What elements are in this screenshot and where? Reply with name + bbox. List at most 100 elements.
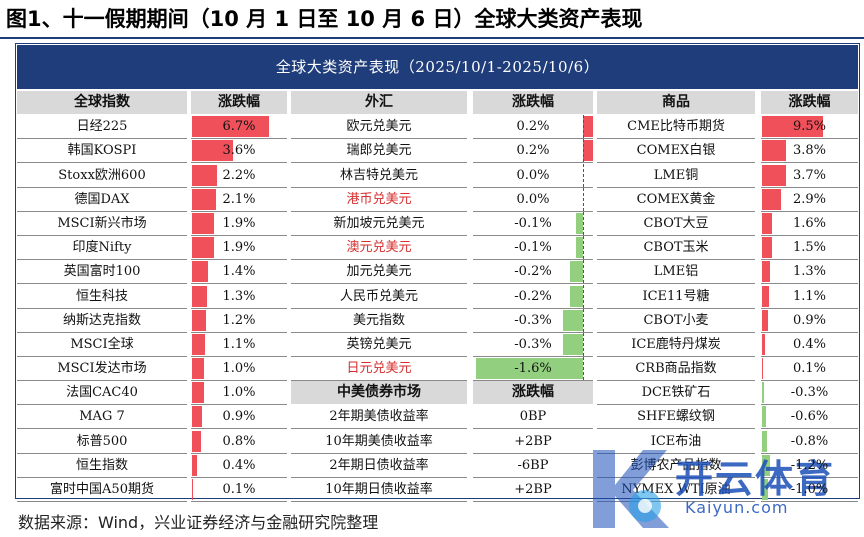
commodities-row-name: 彭博农产品指数 xyxy=(597,454,755,478)
table-row: 韩国KOSPI 3.6% xyxy=(17,139,287,164)
table-row: 恒生指数 0.4% xyxy=(17,454,287,478)
commodities-row-value: 1.5% xyxy=(792,240,827,256)
fx-row-change: 0.0% xyxy=(473,163,593,188)
equity-row-value: 0.4% xyxy=(222,457,256,473)
commodities-bar xyxy=(762,164,786,186)
equity-row-change: 1.1% xyxy=(191,333,287,357)
table-row: 林吉特兑美元 0.0% xyxy=(291,163,593,188)
fx-bar xyxy=(562,309,583,331)
commodities-row-name: CBOT大豆 xyxy=(597,212,755,236)
equity-row-name: 标普500 xyxy=(17,430,187,454)
equity-row-name: 日经225 xyxy=(17,115,187,140)
fx-row-value: 0.2% xyxy=(516,143,550,159)
table-frame xyxy=(15,43,860,499)
table-row: COMEX黄金 2.9% xyxy=(597,188,858,212)
fx-zero-line xyxy=(583,187,584,211)
fx-bar xyxy=(576,237,583,259)
table-row: LME铝 1.3% xyxy=(597,260,858,285)
table-row: CME比特币期货 9.5% xyxy=(597,115,858,140)
table-row: COMEX白银 3.8% xyxy=(597,139,858,164)
commodities-row-name: ICE鹿特丹煤炭 xyxy=(597,333,755,357)
table-row: 日元兑美元 -1.6% xyxy=(291,357,593,382)
table-row: Stoxx欧洲600 2.2% xyxy=(17,164,287,188)
equity-row-change: 1.0% xyxy=(191,381,287,406)
fx-row-value: -0.1% xyxy=(514,240,552,256)
table-row: 2年期美债收益率 0BP xyxy=(291,405,593,430)
equity-row-change: 2.1% xyxy=(191,188,287,212)
commodities-bar xyxy=(762,237,772,259)
equity-row-value: 1.9% xyxy=(222,240,256,256)
equity-bar xyxy=(192,479,194,500)
fx-row-value: -1.6% xyxy=(514,361,552,377)
fx-bar xyxy=(475,358,583,380)
fx-zero-line xyxy=(583,236,584,260)
commodities-row-change: -0.6% xyxy=(761,405,858,430)
table-row: 德国DAX 2.1% xyxy=(17,188,287,212)
fx-row-value: -0.3% xyxy=(514,336,552,352)
commodities-row-change: 2.9% xyxy=(761,188,858,212)
equity-row-value: 1.0% xyxy=(222,361,256,377)
commodities-row-change: 0.1% xyxy=(761,357,858,382)
equity-bar xyxy=(192,237,214,259)
commodities-row-value: 2.9% xyxy=(792,191,827,207)
commodities-row-value: 3.7% xyxy=(792,167,827,183)
commodity-table: 商品 涨跌幅 CME比特币期货 9.5% COMEX白银 3.8% LME铜 3.7% COME… xyxy=(597,91,858,502)
equity-row-value: 1.4% xyxy=(222,264,256,280)
fx-row-name: 欧元兑美元 xyxy=(291,115,467,140)
equity-bar xyxy=(192,358,204,380)
equity-row-value: 1.2% xyxy=(222,312,256,328)
commodities-row-change: 1.1% xyxy=(761,285,858,309)
commodities-row-value: -0.3% xyxy=(790,385,829,401)
equity-row-change: 0.4% xyxy=(191,454,287,478)
fx-row-change: -0.2% xyxy=(473,260,593,285)
equity-row-name: MSCI发达市场 xyxy=(17,357,187,382)
table-row: 英镑兑美元 -0.3% xyxy=(291,332,593,357)
commodities-row-change: 3.8% xyxy=(761,139,858,164)
fx-row-value: -0.1% xyxy=(514,215,552,231)
fx-bar xyxy=(569,285,583,307)
equity-row-change: 0.1% xyxy=(191,478,287,502)
equity-bar xyxy=(192,430,202,452)
bonds-row-change: +2BP xyxy=(473,478,593,502)
commodities-header-name: 商品 xyxy=(597,91,755,114)
commodities-row-name: LME铝 xyxy=(597,260,755,285)
fx-row-name: 英镑兑美元 xyxy=(291,333,467,357)
fx-row-change: -0.3% xyxy=(473,332,593,357)
fx-table: 外汇 涨跌幅 欧元兑美元 0.2% 瑞郎兑美元 0.2% 林吉特兑美元 0.0% 港币兑美元 0.… xyxy=(291,91,593,502)
commodities-row-name: SHFE螺纹钢 xyxy=(597,405,755,430)
commodities-bar xyxy=(762,140,787,162)
bonds-row-value: -6BP xyxy=(517,457,549,473)
fx-row-name: 港币兑美元 xyxy=(291,188,467,212)
fx-zero-line xyxy=(583,163,584,187)
table-row: 印度Nifty 1.9% xyxy=(17,236,287,261)
table-row: 瑞郎兑美元 0.2% xyxy=(291,139,593,164)
fx-bar xyxy=(569,261,583,283)
commodities-bar xyxy=(762,333,765,355)
fx-row-change: -0.2% xyxy=(473,284,593,309)
equity-row-name: Stoxx欧洲600 xyxy=(17,164,187,188)
commodities-bar xyxy=(762,309,768,331)
equity-bar xyxy=(192,164,218,186)
fx-header-change: 涨跌幅 xyxy=(473,91,593,114)
commodities-row-name: CBOT小麦 xyxy=(597,309,755,333)
equity-header-name: 全球指数 xyxy=(17,91,187,114)
equity-row-name: 法国CAC40 xyxy=(17,381,187,406)
fx-zero-line xyxy=(583,139,584,163)
fx-zero-line xyxy=(583,308,584,332)
fx-row-name: 人民币兑美元 xyxy=(291,285,467,309)
fx-row-change: -0.3% xyxy=(473,308,593,333)
table-row: CBOT玉米 1.5% xyxy=(597,236,858,261)
equity-row-change: 1.9% xyxy=(191,236,287,261)
bonds-row-change: +2BP xyxy=(473,430,593,454)
fx-row-name: 美元指数 xyxy=(291,309,467,333)
fx-header-name: 外汇 xyxy=(291,91,467,114)
commodities-row-value: -1.0% xyxy=(790,482,829,497)
commodities-bar xyxy=(762,406,766,428)
table-row: MAG 7 0.9% xyxy=(17,405,287,430)
commodities-bar xyxy=(762,479,769,500)
bonds-row-name: 2年期美债收益率 xyxy=(291,405,467,430)
commodities-bar xyxy=(762,212,773,234)
equity-table: 全球指数 涨跌幅 日经225 6.7% 韩国KOSPI 3.6% Stoxx欧洲600 2.2… xyxy=(17,91,287,502)
equity-row-value: 2.1% xyxy=(222,191,256,207)
equity-row-change: 6.7% xyxy=(191,115,287,140)
